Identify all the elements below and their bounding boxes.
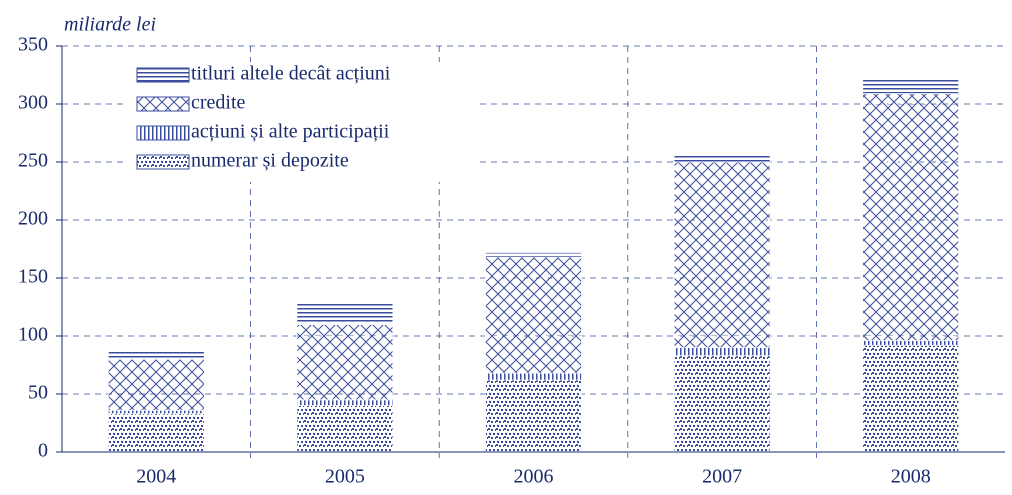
y-tick-label: 200 (18, 208, 48, 230)
legend-swatch (136, 125, 190, 141)
bar-segment (107, 358, 205, 411)
legend-label: credite (191, 92, 246, 114)
y-tick-label: 350 (18, 34, 48, 56)
y-tick-label: 50 (28, 382, 48, 404)
bar-segment (296, 399, 394, 406)
y-tick-label: 150 (18, 266, 48, 288)
bar-segment (673, 355, 771, 453)
x-tick-label: 2004 (136, 466, 176, 488)
bar-segment (862, 78, 960, 94)
bar-segment (673, 161, 771, 349)
bar-segment (107, 409, 205, 415)
bar-segment (107, 413, 205, 453)
bar-segment (485, 252, 582, 258)
x-tick-label: 2005 (325, 466, 365, 488)
y-axis-label: miliarde lei (64, 14, 156, 36)
bar-segment (862, 340, 960, 346)
bar-segment (673, 153, 771, 163)
legend-label: acțiuni și alte participații (191, 121, 390, 143)
x-tick-label: 2008 (891, 466, 931, 488)
y-tick-label: 0 (38, 440, 48, 462)
legend-swatch (136, 96, 190, 112)
bar-segment (296, 300, 394, 325)
x-tick-label: 2006 (514, 466, 554, 488)
bar-segment (107, 349, 205, 360)
y-tick-label: 300 (18, 92, 48, 114)
bar-segment (862, 344, 960, 453)
y-tick-label: 100 (18, 324, 48, 346)
bar-segment (485, 372, 582, 381)
legend-swatch (136, 154, 190, 170)
bar-segment (673, 347, 771, 357)
bar-segment (296, 405, 394, 453)
legend-swatch (136, 67, 190, 83)
y-tick-label: 250 (18, 150, 48, 172)
bar-segment (485, 379, 582, 453)
bar-segment (485, 256, 582, 374)
x-tick-label: 2007 (702, 466, 742, 488)
bar-segment (862, 93, 960, 342)
bar-segment (296, 323, 394, 401)
legend-label: numerar și depozite (191, 150, 349, 172)
legend-label: titluri altele decât acțiuni (191, 63, 391, 85)
